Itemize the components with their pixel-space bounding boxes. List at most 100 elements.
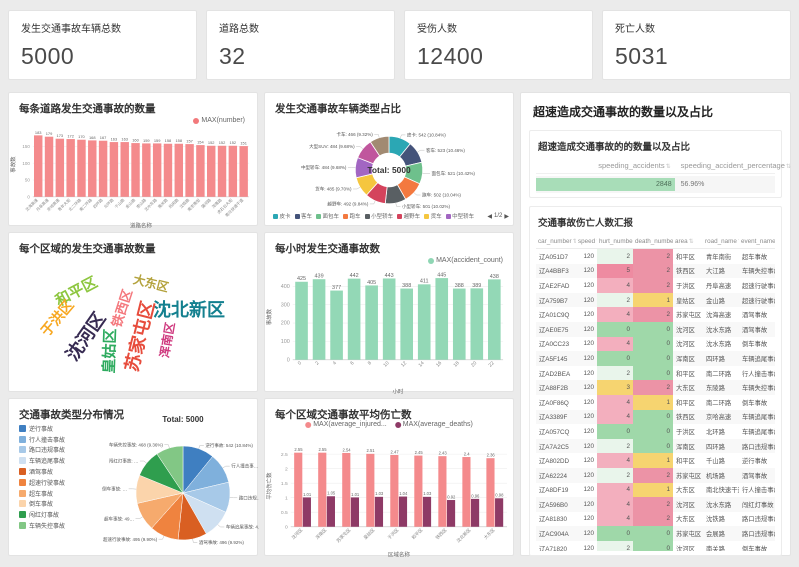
bar[interactable] bbox=[470, 288, 484, 360]
bar[interactable] bbox=[462, 457, 471, 527]
bar[interactable] bbox=[228, 145, 238, 197]
bar[interactable] bbox=[471, 498, 480, 527]
bar[interactable] bbox=[398, 496, 408, 527]
bar[interactable] bbox=[390, 454, 399, 527]
column-header-hurt_number[interactable]: hurt_number⇅ bbox=[597, 235, 633, 249]
bar[interactable] bbox=[98, 140, 108, 197]
legend-item[interactable]: 逆行事故 bbox=[19, 423, 103, 434]
column-header-death_number[interactable]: death_number⇅ bbox=[633, 235, 673, 249]
wordcloud-word[interactable]: 浑南区 bbox=[157, 321, 178, 360]
table-row[interactable]: 辽A759B712021皇姑区金山路超速行驶事故 bbox=[536, 292, 775, 308]
bar[interactable] bbox=[365, 285, 378, 360]
legend-next-page-icon[interactable]: ▶ bbox=[504, 213, 509, 220]
column-header-car_number[interactable]: car_number⇅ bbox=[536, 235, 576, 249]
bar[interactable] bbox=[435, 278, 449, 360]
pie-slice[interactable] bbox=[369, 135, 390, 157]
legend-item[interactable]: 路口违规事故 bbox=[19, 445, 103, 456]
bar[interactable] bbox=[452, 288, 466, 360]
column-header-area[interactable]: area⇅ bbox=[673, 235, 703, 249]
bar[interactable] bbox=[400, 288, 413, 360]
bar[interactable] bbox=[414, 455, 423, 527]
bar[interactable] bbox=[318, 452, 327, 527]
bar[interactable] bbox=[207, 145, 216, 197]
column-header-speeding-accidents[interactable]: speeding_accidents⇅ bbox=[598, 161, 671, 170]
bar[interactable] bbox=[44, 136, 54, 197]
bar[interactable] bbox=[374, 496, 384, 527]
bar[interactable] bbox=[312, 279, 326, 360]
table-row[interactable]: 辽A88F2B12032大东区东陵路车辆失控事故 bbox=[536, 380, 775, 395]
column-header-speeding-percentage[interactable]: speeding_accident_percentage⇅ bbox=[680, 161, 791, 170]
bar[interactable] bbox=[185, 144, 194, 197]
bar[interactable] bbox=[295, 281, 308, 360]
table-row[interactable]: 辽A3389F12040铁西区京哈高速车辆追尾事故 bbox=[536, 409, 775, 425]
bar[interactable] bbox=[77, 139, 86, 197]
bar[interactable] bbox=[239, 146, 248, 197]
table-row[interactable]: 辽AC904A12000苏家屯区会展路路口违规事故 bbox=[536, 526, 775, 541]
legend-item[interactable]: 中型轿车 bbox=[445, 212, 474, 220]
bar[interactable] bbox=[488, 279, 501, 360]
bar[interactable] bbox=[446, 500, 456, 527]
legend-item[interactable]: 酒驾事故 bbox=[19, 466, 103, 477]
legend-item[interactable]: 货车 bbox=[424, 212, 442, 220]
legend-item[interactable]: 车辆追尾事故 bbox=[19, 455, 103, 466]
table-row[interactable]: 辽A71820 120 2 0 沈河区 南关路 倒车事故 bbox=[536, 540, 775, 551]
legend-item[interactable]: 小型轿车 bbox=[364, 212, 393, 220]
column-header-event_name[interactable]: event_name⇅ bbox=[739, 235, 775, 249]
bar[interactable] bbox=[196, 145, 205, 197]
bar[interactable] bbox=[174, 143, 183, 197]
legend-prev-page-icon[interactable]: ◀ bbox=[487, 213, 493, 220]
bar[interactable] bbox=[330, 290, 343, 360]
column-header-road_name[interactable]: road_name⇅ bbox=[703, 235, 739, 249]
bar[interactable] bbox=[217, 145, 227, 197]
legend-item[interactable]: 超车事故 bbox=[19, 488, 103, 499]
table-row[interactable]: 辽A057CQ12000于洪区北环路车辆追尾事故 bbox=[536, 424, 775, 439]
column-header-speed[interactable]: speed⇅ bbox=[576, 235, 597, 249]
bar[interactable] bbox=[142, 143, 151, 197]
bar[interactable] bbox=[109, 142, 119, 197]
table-row[interactable]: 辽A0F86Q 120 4 1 和平区 南二环路 倒车事故 bbox=[536, 394, 775, 410]
bar[interactable] bbox=[422, 496, 432, 527]
bar[interactable] bbox=[366, 453, 375, 527]
bar[interactable] bbox=[152, 143, 162, 197]
wordcloud-word[interactable]: 沈北新区 bbox=[153, 300, 225, 320]
table-row[interactable]: 辽A0CC23 120 4 0 沈河区 沈水东路 倒车事故 bbox=[536, 336, 775, 352]
bar[interactable] bbox=[294, 452, 303, 527]
bar[interactable] bbox=[120, 142, 129, 197]
legend-item[interactable]: 行人撞击事故 bbox=[19, 434, 103, 445]
table-scroll-area[interactable]: car_number⇅speed⇅hurt_number⇅death_numbe… bbox=[536, 235, 775, 551]
legend-item[interactable]: 越野车 bbox=[397, 212, 420, 220]
legend-item[interactable]: MAX(average_injured... bbox=[305, 421, 387, 428]
table-row[interactable]: 辽A7A2C512020浑南区四环路路口违规事故 bbox=[536, 438, 775, 454]
table-row[interactable]: 辽A802DD 120 4 1 和平区 千山路 逆行事故 bbox=[536, 453, 775, 468]
table-row[interactable]: 辽AE0E75 120 0 0 沈河区 沈水东路 酒驾事故 bbox=[536, 321, 775, 337]
pie-slice[interactable] bbox=[156, 445, 184, 494]
legend-item[interactable]: 跑车 bbox=[343, 212, 361, 220]
legend-item[interactable]: MAX(average_deaths) bbox=[394, 421, 473, 428]
table-row[interactable]: 辽A01C9Q 120 4 2 苏家屯区 沈海高速 酒驾事故 bbox=[536, 307, 775, 322]
bar[interactable] bbox=[350, 497, 360, 527]
bar[interactable] bbox=[88, 140, 97, 197]
bar[interactable] bbox=[326, 496, 335, 527]
legend-item[interactable]: 倒车事故 bbox=[19, 499, 103, 510]
bar[interactable] bbox=[495, 498, 504, 527]
bar[interactable] bbox=[486, 458, 495, 527]
legend-item[interactable]: 皮卡 bbox=[273, 212, 291, 220]
speeding-data-row[interactable]: 2848 56.96% bbox=[536, 176, 775, 193]
bar[interactable] bbox=[417, 284, 431, 360]
bar[interactable] bbox=[438, 456, 447, 527]
table-row[interactable]: 辽A62224 120 2 2 苏家屯区 机场路 酒驾事故 bbox=[536, 467, 775, 483]
legend-item[interactable]: MAX(accident_count) bbox=[428, 257, 503, 264]
legend-item[interactable]: 车辆失控事故 bbox=[19, 520, 103, 531]
legend-item[interactable]: 超速行驶事故 bbox=[19, 477, 103, 488]
bar[interactable] bbox=[131, 143, 140, 197]
bar[interactable] bbox=[382, 278, 396, 360]
legend-item[interactable]: 客车 bbox=[294, 212, 312, 220]
bar[interactable] bbox=[163, 143, 173, 197]
legend-item[interactable]: 闯红灯事故 bbox=[19, 509, 103, 520]
table-row[interactable]: 辽A5F14512000浑南区四环路车辆追尾事故 bbox=[536, 351, 775, 366]
bar[interactable] bbox=[302, 497, 311, 527]
bar[interactable] bbox=[347, 278, 361, 360]
